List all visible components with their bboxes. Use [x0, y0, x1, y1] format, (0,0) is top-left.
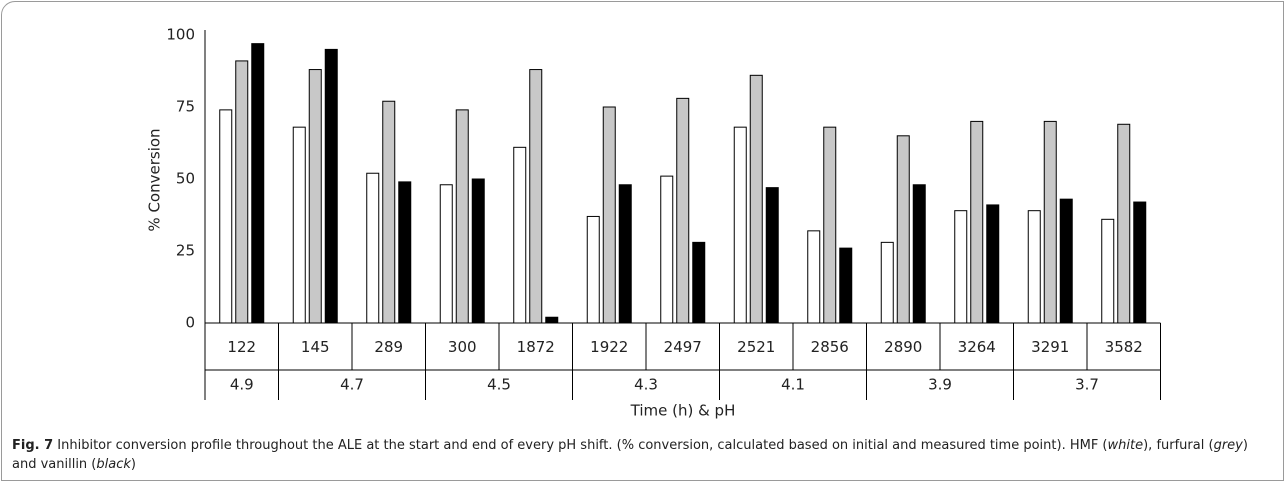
caption-text: grey: [1213, 438, 1243, 453]
bar: [545, 316, 559, 324]
figure-caption: Fig. 7 Inhibitor conversion profile thro…: [12, 436, 1272, 474]
x-axis-title: Time (h) & pH: [630, 402, 736, 420]
bar: [823, 126, 837, 324]
y-axis-title: % Conversion: [146, 128, 164, 231]
y-tick-label: 25: [176, 242, 195, 260]
bar: [439, 184, 453, 324]
caption-text: ): [130, 457, 136, 472]
caption-text: ), furfural (: [1143, 438, 1214, 453]
x-tick-label: 300: [448, 338, 477, 356]
bar: [529, 69, 543, 324]
bar: [455, 109, 469, 324]
bar: [807, 230, 821, 324]
x-tick-label: 2856: [811, 338, 849, 356]
bar: [733, 126, 747, 324]
group-label: 4.9: [230, 376, 254, 394]
x-tick-label: 3291: [1031, 338, 1069, 356]
bar: [324, 48, 338, 324]
caption-text: ) and vanillin (: [12, 438, 1248, 472]
bar: [880, 241, 894, 324]
x-tick-label: 289: [374, 338, 403, 356]
bar: [970, 120, 984, 324]
bar: [251, 43, 265, 324]
group-label: 3.9: [928, 376, 952, 394]
y-tick-label: 75: [176, 98, 195, 116]
bar: [1043, 120, 1057, 324]
x-tick-label: 1872: [517, 338, 555, 356]
bar: [308, 69, 322, 324]
bar: [1059, 198, 1073, 324]
bar: [839, 247, 853, 324]
y-tick-label: 0: [185, 314, 195, 332]
caption-text: white: [1107, 438, 1144, 453]
bar: [1117, 123, 1131, 324]
bar: [471, 178, 485, 324]
figure-frame: [1, 1, 1284, 481]
bar: [1101, 218, 1115, 324]
bar: [660, 175, 674, 324]
bar: [1027, 210, 1041, 324]
x-tick-label: 2521: [737, 338, 775, 356]
bar: [382, 100, 396, 324]
x-tick-label: 3264: [958, 338, 996, 356]
x-tick-label: 122: [227, 338, 256, 356]
bar: [986, 204, 1000, 324]
x-tick-label: 3582: [1105, 338, 1143, 356]
bar: [765, 187, 779, 324]
x-tick-label: 1922: [590, 338, 628, 356]
caption-text: Inhibitor conversion profile throughout …: [53, 438, 1108, 453]
bar: [954, 210, 968, 324]
bar: [586, 215, 600, 324]
group-label: 4.3: [634, 376, 658, 394]
x-tick-label: 145: [301, 338, 330, 356]
bar: [692, 241, 706, 324]
bar: [366, 172, 380, 324]
group-label: 4.7: [340, 376, 364, 394]
bar: [912, 184, 926, 324]
bar: [398, 181, 412, 324]
caption-text: black: [96, 457, 131, 472]
bar: [749, 74, 763, 324]
y-tick-label: 100: [166, 26, 195, 44]
x-tick-label: 2497: [664, 338, 702, 356]
bar: [513, 146, 527, 324]
group-label: 4.5: [487, 376, 511, 394]
bar: [1133, 201, 1147, 324]
x-tick-label: 2890: [884, 338, 922, 356]
bar: [618, 184, 632, 324]
bar: [235, 60, 249, 324]
y-tick-label: 50: [176, 170, 195, 188]
bar: [676, 97, 690, 324]
bar: [292, 126, 306, 324]
group-label: 3.7: [1075, 376, 1099, 394]
chart: % Conversion Time (h) & pH 0 25 50 75 100 122…: [146, 26, 1161, 420]
bar: [896, 135, 910, 324]
bar: [219, 109, 233, 324]
caption-label: Fig. 7: [12, 438, 54, 453]
bar: [602, 106, 616, 324]
group-label: 4.1: [781, 376, 805, 394]
